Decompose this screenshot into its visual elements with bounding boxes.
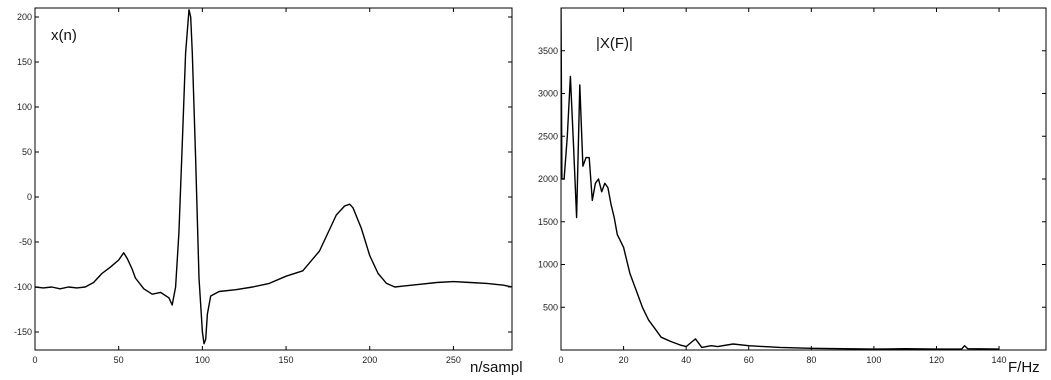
x-tick-label: 50 [114,355,124,365]
x-tick-label: 0 [558,355,563,365]
y-tick-label: -50 [19,237,32,247]
y-tick-label: 0 [27,192,32,202]
y-tick-label: 3000 [538,89,558,99]
x-tick-label: 140 [992,355,1007,365]
spectrum-panel: 0 20 40 60 80 100 120 140 500 1000 1500 2000 2500 300… [538,7,1047,376]
x-tick-label: 60 [744,355,754,365]
y-tick-label: 3500 [538,46,558,56]
x-tick-label: 200 [362,355,377,365]
time-domain-panel: 0 50 100 150 200 250 -150 -100 -50 0 50 100 150 200 x(… [14,7,523,376]
x-tick-label: 80 [806,355,816,365]
x-tick-label: 120 [929,355,944,365]
x-axis-label: F/Hz [1008,359,1040,376]
x-tick-label: 150 [279,355,294,365]
plot-frame [560,7,1047,351]
y-tick-label: -100 [14,282,32,292]
y-tick-label: 100 [17,102,32,112]
y-tick-label: 2000 [538,174,558,184]
x-tick-label: 250 [446,355,461,365]
chart-title: |X(F)| [596,35,633,52]
chart-title: x(n) [51,27,77,44]
x-tick-label: 40 [681,355,691,365]
y-tick-label: -150 [14,327,32,337]
series-line [561,8,1000,350]
x-tick-label: 100 [866,355,881,365]
y-tick-label: 50 [22,147,32,157]
x-tick-label: 0 [32,355,37,365]
y-tick-label: 200 [17,12,32,22]
x-tick-label: 100 [195,355,210,365]
y-tick-label: 2500 [538,131,558,141]
x-axis-label: n/sampl [470,359,523,376]
y-tick-label: 1500 [538,217,558,227]
y-tick-label: 500 [543,302,558,312]
plot-frame [34,7,513,351]
x-tick-label: 20 [619,355,629,365]
y-tick-label: 150 [17,57,32,67]
y-tick-label: 1000 [538,260,558,270]
series-line [35,9,512,345]
